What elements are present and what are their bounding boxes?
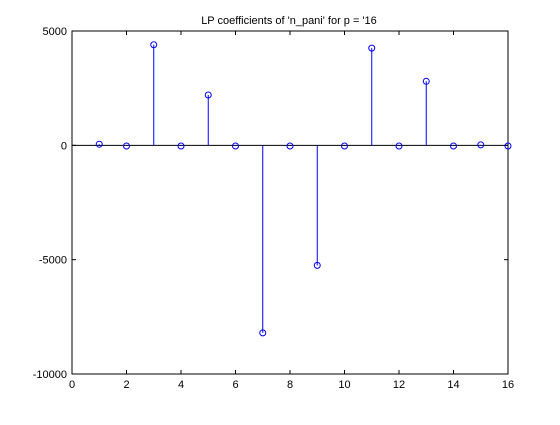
y-tick-label: 5000 <box>43 26 67 38</box>
x-tick-label: 4 <box>178 379 184 391</box>
stem-marker <box>286 142 294 150</box>
x-tick-label: 14 <box>447 379 459 391</box>
stem-marker <box>341 142 348 150</box>
stem-marker <box>232 142 239 150</box>
stem-marker <box>177 142 185 150</box>
stem-marker <box>95 140 103 148</box>
x-tick-label: 2 <box>123 379 129 391</box>
stem-marker <box>450 142 457 150</box>
x-tick-label: 6 <box>232 379 238 391</box>
x-tick-label: 16 <box>502 379 514 391</box>
stem-marker <box>368 44 376 52</box>
stem-marker <box>395 142 403 150</box>
stem-marker <box>123 142 130 150</box>
y-tick-label: -10000 <box>33 369 67 381</box>
y-tick-label: 0 <box>61 140 67 152</box>
stem-marker <box>504 142 512 150</box>
stem-marker <box>422 77 430 85</box>
chart-title: LP coefficients of 'n_pani' for p = '16 <box>201 15 377 27</box>
x-tick-label: 12 <box>393 379 405 391</box>
x-tick-label: 10 <box>338 379 350 391</box>
y-tick-label: -5000 <box>39 255 67 267</box>
stem-marker <box>477 141 485 149</box>
x-tick-label: 0 <box>69 379 75 391</box>
x-tick-label: 8 <box>287 379 293 391</box>
stem-marker <box>204 91 212 99</box>
stem-marker <box>150 41 158 49</box>
stem-marker <box>259 329 267 337</box>
stem-marker <box>313 261 321 269</box>
